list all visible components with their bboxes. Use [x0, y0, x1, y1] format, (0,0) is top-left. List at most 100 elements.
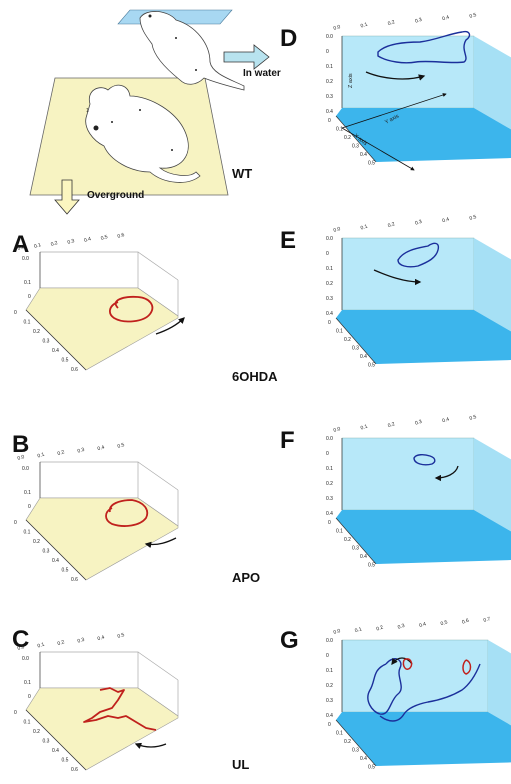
movement-trajectory [109, 295, 154, 323]
plot-e-6ohda-water: 0.0 0.1 0.2 0.3 0.4 0.50.000.10.20.30.400.10.… [326, 214, 511, 369]
x-axis-tick: 0.1 [336, 329, 343, 335]
z-axis-tick: 0.0 [22, 256, 29, 262]
top-axis-tick: 0.2 [50, 240, 59, 248]
rotation-arrow-b [144, 537, 177, 549]
x-axis-tick: 0.1 [336, 529, 343, 535]
z-axis-tick: 0.4 [326, 713, 333, 719]
x-axis-tick: 0.5 [62, 568, 69, 574]
top-axis-tick: 0.1 [360, 224, 369, 232]
x-axis-tick: 0.2 [33, 539, 40, 545]
top-axis-tick: 0.2 [387, 19, 396, 27]
panel-letter-g: G [280, 627, 299, 654]
z-axis-tick: 0 [326, 653, 329, 659]
top-axis-tick: 0.0 [333, 24, 342, 32]
z-axis-tick: 0.2 [326, 481, 333, 487]
top-axis-tick: 0.0 [17, 644, 26, 652]
x-axis-tick: 0.4 [52, 748, 59, 754]
z-axis-tick: 0.0 [326, 236, 333, 242]
z-axis-tick: 0.1 [326, 668, 333, 674]
top-axis-tick: 0.1 [354, 626, 363, 634]
movement-trajectory [413, 453, 436, 466]
x-axis-tick: 0.3 [352, 346, 359, 352]
condition-6ohda: 6OHDA [232, 369, 278, 384]
water-side-face [474, 36, 511, 130]
back-wall [40, 651, 139, 689]
top-axis-tick: 0.4 [442, 216, 451, 224]
z-axis-tick: 0.0 [326, 436, 333, 442]
top-axis-tick: 0.2 [376, 625, 385, 633]
top-axis-tick: 0.3 [67, 238, 76, 246]
water-back-face [341, 639, 489, 713]
top-axis-tick: 0.7 [483, 616, 492, 624]
x-axis-tick: 0.5 [368, 363, 375, 369]
panel-letter-c: C [12, 626, 29, 653]
x-axis-tick: 0.3 [43, 739, 50, 745]
back-wall [40, 251, 139, 289]
overground-arrow [54, 179, 80, 215]
rotation-direction-arrow [391, 657, 413, 666]
top-axis-tick: 0.0 [17, 454, 26, 462]
rat-overground-illustration: 1 [29, 77, 229, 196]
z-axis-tick: 0.1 [326, 64, 333, 70]
x-axis-tick: 0 [14, 520, 17, 526]
top-axis-tick: 0.3 [77, 447, 86, 455]
top-axis-tick: 0.3 [414, 17, 423, 25]
x-axis-tick: 0.3 [352, 546, 359, 552]
top-axis-tick: 0.4 [83, 236, 92, 244]
water-side-face [474, 438, 511, 532]
svg-text:1: 1 [86, 108, 89, 114]
top-axis-tick: 0.5 [440, 619, 449, 627]
top-axis-tick: 0.5 [100, 234, 109, 242]
x-axis-tick: 0.3 [43, 339, 50, 345]
z-axis-title: Z axis [348, 73, 354, 88]
water-side-face [488, 640, 511, 726]
top-axis-tick: 0.6 [461, 618, 470, 626]
top-axis-tick: 0.3 [77, 637, 86, 645]
top-axis-tick: 0.6 [117, 232, 126, 240]
x-axis-tick: 0.1 [24, 720, 31, 726]
x-axis-tick: 0 [328, 118, 331, 124]
x-axis-tick: 0 [14, 710, 17, 716]
movement-trajectory [105, 499, 149, 527]
water-back-face [341, 35, 475, 109]
ground-floor [25, 287, 179, 371]
rat-in-water-illustration [117, 9, 245, 91]
top-axis-tick: 0.4 [97, 634, 106, 642]
water-floor [336, 108, 511, 162]
trajectory-start-marker [462, 659, 472, 675]
water-floor [336, 310, 511, 364]
panel-letter-a: A [12, 231, 29, 258]
z-axis-tick: 0.3 [326, 698, 333, 704]
x-axis-tick: 0.3 [352, 748, 359, 754]
y-axis-arrow [341, 93, 447, 129]
rotation-direction-arrow [373, 269, 422, 286]
x-axis-tick: 0.6 [71, 577, 78, 583]
top-axis-tick: 0.1 [37, 452, 46, 460]
z-axis-tick: 0.1 [24, 680, 31, 686]
z-axis-tick: 0 [28, 504, 31, 510]
z-axis-tick: 0 [28, 694, 31, 700]
x-axis-tick: 0.2 [344, 135, 351, 141]
z-axis-tick: 0.1 [326, 466, 333, 472]
condition-wt: WT [232, 166, 252, 181]
z-axis-tick: 0.3 [326, 94, 333, 100]
x-axis-tick: 0.4 [360, 756, 367, 762]
top-axis-tick: 0.2 [57, 449, 66, 457]
z-axis-tick: 0.0 [22, 656, 29, 662]
x-axis-tick: 0.5 [368, 765, 375, 771]
overground-label: Overground [87, 190, 144, 201]
x-axis-tick: 0.4 [360, 354, 367, 360]
x-axis-tick: 0.4 [52, 348, 59, 354]
top-axis-tick: 0.3 [397, 623, 406, 631]
top-axis-tick: 0.4 [442, 14, 451, 22]
x-axis-tick: 0 [328, 722, 331, 728]
top-axis-tick: 0.4 [442, 416, 451, 424]
x-axis-tick: 0.3 [43, 549, 50, 555]
ground-floor [25, 497, 179, 581]
x-axis-tick: 0.1 [24, 530, 31, 536]
x-axis-tick: 0.5 [62, 758, 69, 764]
z-axis-tick: 0.0 [22, 466, 29, 472]
top-axis-tick: 0.3 [414, 219, 423, 227]
plot-c-ul: 0.0 0.1 0.2 0.3 0.4 0.50.00.1000.10.20.30.40.… [14, 632, 179, 773]
top-axis-tick: 0.2 [57, 639, 66, 647]
